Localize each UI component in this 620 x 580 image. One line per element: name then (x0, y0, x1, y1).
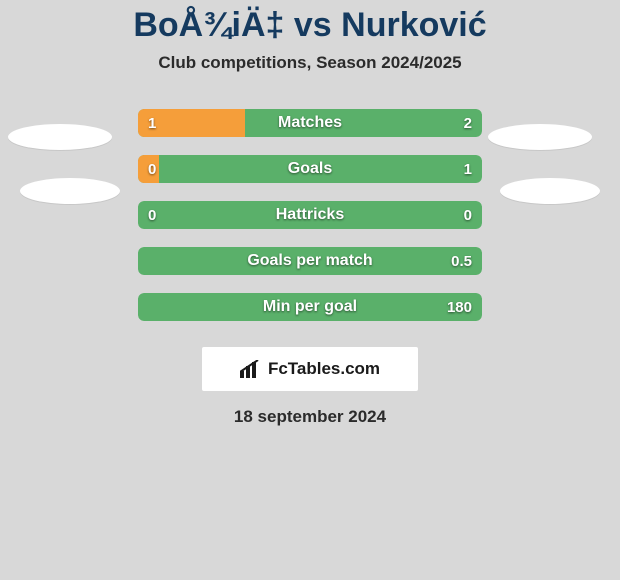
stat-row: Matches1 2 (138, 109, 482, 137)
subtitle: Club competitions, Season 2024/2025 (0, 53, 620, 73)
fctables-badge[interactable]: FcTables.com (202, 347, 418, 391)
stat-row: Min per goal180 (138, 293, 482, 321)
stat-right-value: 0 (464, 207, 472, 224)
left-player-avatar (20, 178, 120, 204)
stat-label: Matches (138, 114, 482, 132)
stat-row: Goals0 1 (138, 155, 482, 183)
stat-label: Min per goal (138, 298, 482, 316)
right-player-avatar (500, 178, 600, 204)
comparison-card: BoÅ¾iÄ‡ vs Nurković Club competitions, S… (0, 0, 620, 427)
stat-left-value: 0 (148, 207, 156, 224)
bars-icon (240, 360, 262, 378)
stat-left-value: 1 (148, 115, 156, 132)
stat-right-value: 1 (464, 161, 472, 178)
stat-row: Hattricks0 0 (138, 201, 482, 229)
stat-right-value: 0.5 (451, 253, 472, 270)
page-title: BoÅ¾iÄ‡ vs Nurković (0, 0, 620, 45)
stat-right-value: 2 (464, 115, 472, 132)
right-player-avatar (488, 124, 592, 150)
stat-label: Goals per match (138, 252, 482, 270)
date-label: 18 september 2024 (0, 407, 620, 427)
left-player-avatar (8, 124, 112, 150)
stat-row: Goals per match0.5 (138, 247, 482, 275)
stat-right-value: 180 (447, 299, 472, 316)
fctables-label: FcTables.com (268, 359, 380, 379)
stat-label: Goals (138, 160, 482, 178)
stat-left-value: 0 (148, 161, 156, 178)
stat-label: Hattricks (138, 206, 482, 224)
